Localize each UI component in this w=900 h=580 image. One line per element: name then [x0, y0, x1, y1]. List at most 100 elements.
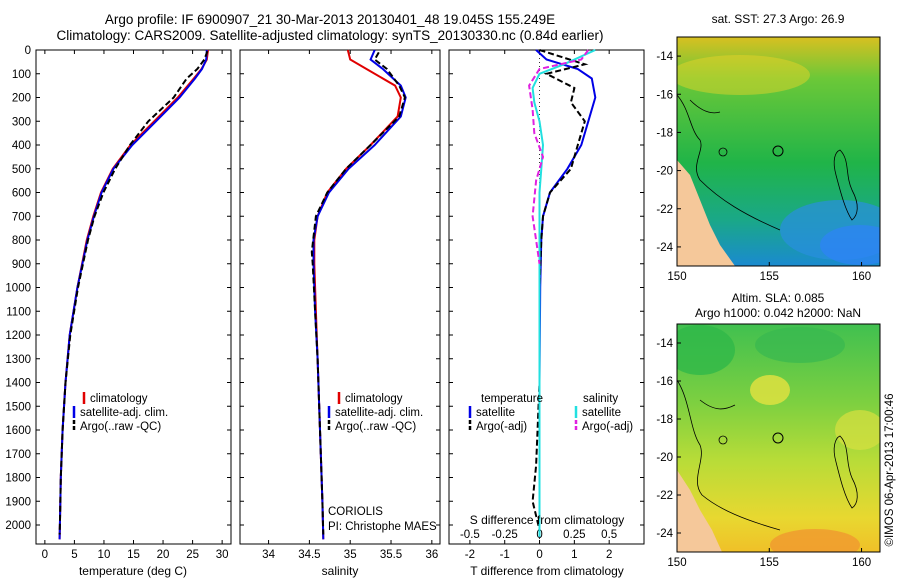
sst-map-frame — [676, 36, 881, 267]
x-tick-label: 36 — [425, 549, 438, 561]
argo-location-marker — [772, 145, 784, 157]
map-y-tick-label: -20 — [656, 166, 673, 178]
y-tick-label: 1100 — [6, 306, 31, 318]
legend-label-sal-satellite: satellite — [582, 407, 621, 419]
legend-label-climatology: climatology — [345, 393, 403, 405]
x-tick-label: -1 — [500, 549, 510, 561]
sla-high-patch — [750, 375, 790, 405]
s-difference-xlabel: S difference from climatology — [470, 513, 625, 527]
y-tick-label: 600 — [12, 188, 31, 200]
y-tick-label: 1000 — [5, 283, 31, 295]
sla-map-title-line2: Argo h1000: 0.042 h2000: NaN — [695, 306, 861, 320]
bathymetry-contour — [833, 149, 858, 221]
sst-map-title: sat. SST: 27.3 Argo: 26.9 — [712, 12, 845, 26]
y-tick-label: 1700 — [5, 449, 31, 461]
x2-tick-label: -0.25 — [492, 529, 518, 541]
bathymetry-contour — [718, 435, 728, 445]
salinity-profiles — [310, 49, 407, 540]
y-tick-label: 1600 — [5, 425, 31, 437]
coriolis-label: CORIOLIS — [328, 506, 383, 518]
bathymetry-contour — [677, 379, 781, 531]
x-tick-label: 34.5 — [298, 549, 320, 561]
argo-location-marker — [772, 432, 784, 444]
sla-map — [676, 323, 881, 553]
legend-label-argo: Argo(..raw -QC) — [80, 421, 161, 433]
y-tick-label: 1400 — [5, 378, 31, 390]
map-x-tick-label: 150 — [667, 557, 686, 569]
t-difference-xlabel: T difference from climatology — [470, 564, 624, 578]
map-y-tick-label: -22 — [656, 204, 673, 216]
sla-map-axes: 150 155 160 -14 -16 -18 -20 -22 -24 — [656, 338, 871, 569]
y-tick-label: 1500 — [5, 401, 31, 413]
series-line-argo-adj- — [528, 49, 590, 264]
x-tick-label: 25 — [186, 549, 199, 561]
legend-header-salinity: salinity — [583, 393, 618, 405]
figure-title-line1: Argo profile: IF 6900907_21 30-Mar-2013 … — [104, 12, 556, 27]
y-tick-label: 400 — [12, 140, 31, 152]
y-tick-label: 900 — [12, 259, 31, 271]
sla-low-patch — [677, 325, 735, 375]
sla-high-patch — [770, 529, 860, 552]
sst-map-axes: 150 155 160 -14 -16 -18 -20 -22 -24 — [656, 51, 871, 283]
sla-map-frame — [676, 323, 881, 553]
temperature-profiles — [58, 49, 209, 540]
salinity-axes: 34 34.5 35 35.5 36 — [240, 49, 440, 561]
sst-warm-patch — [677, 55, 810, 95]
temperature-plot-frame — [35, 49, 232, 545]
sla-high-patch — [835, 410, 880, 450]
series-line-climatology — [58, 49, 209, 540]
sla-map-title-line1: Altim. SLA: 0.085 — [732, 291, 825, 305]
x-tick-label: 35 — [344, 549, 357, 561]
map-y-tick-label: -18 — [656, 127, 673, 139]
y-tick-label: 1900 — [5, 496, 31, 508]
map-y-tick-label: -20 — [656, 452, 673, 464]
map-x-tick-label: 155 — [760, 557, 779, 569]
series-line-satellite-adj-clim- — [58, 49, 208, 540]
y-tick-label: 2000 — [5, 520, 31, 532]
map-y-tick-label: -18 — [656, 414, 673, 426]
x-tick-label: 20 — [157, 549, 170, 561]
sst-cool-patch — [820, 225, 880, 265]
x-tick-label: 15 — [127, 549, 140, 561]
map-y-tick-label: -22 — [656, 490, 673, 502]
legend-label-satellite: satellite-adj. clim. — [80, 407, 168, 419]
x2-tick-label: -0.5 — [460, 529, 480, 541]
series-line-satellite — [531, 49, 596, 537]
map-y-tick-label: -16 — [656, 89, 673, 101]
y-tick-label: 1300 — [5, 354, 31, 366]
legend-header-temperature: temperature — [481, 393, 543, 405]
y-tick-label: 1800 — [5, 473, 31, 485]
map-x-tick-label: 150 — [667, 271, 686, 283]
salinity-plot-frame — [239, 49, 441, 545]
x-tick-label: 30 — [216, 549, 229, 561]
x-tick-label: 5 — [71, 549, 77, 561]
y-tick-label: 1200 — [5, 330, 31, 342]
difference-axes: -2 -1 0 1 2-0.5 -0.25 0 0.25 0.5 — [449, 49, 644, 561]
imos-timestamp: ©IMOS 06-Apr-2013 17:00:46 — [884, 394, 896, 547]
legend-label-temp-satellite: satellite — [476, 407, 515, 419]
legend-label-sal-argo: Argo(-adj) — [582, 421, 633, 433]
difference-legend: temperature salinity satellite Argo(-adj… — [468, 393, 633, 433]
x-tick-label: -2 — [465, 549, 475, 561]
pi-label: PI: Christophe MAES — [328, 521, 437, 533]
y-tick-label: 500 — [12, 164, 31, 176]
series-line-argo-raw-qc- — [310, 51, 406, 535]
legend-label-satellite: satellite-adj. clim. — [335, 407, 423, 419]
y-tick-label: 100 — [12, 69, 31, 81]
series-line-argo-raw-qc- — [58, 50, 209, 535]
map-y-tick-label: -24 — [656, 242, 673, 254]
figure-title-line2: Climatology: CARS2009. Satellite-adjuste… — [56, 28, 604, 43]
y-tick-label: 700 — [12, 211, 31, 223]
legend-label-argo: Argo(..raw -QC) — [335, 421, 416, 433]
sla-low-patch — [755, 327, 845, 363]
x-tick-label: 35.5 — [380, 549, 402, 561]
salinity-xlabel: salinity — [322, 564, 359, 578]
bathymetry-contour — [677, 94, 781, 231]
difference-plot-frame — [448, 49, 645, 545]
x2-tick-label: 0.25 — [563, 529, 585, 541]
bathymetry-contour — [699, 399, 736, 410]
x-tick-label: 0 — [536, 549, 542, 561]
salinity-legend: climatology satellite-adj. clim. Argo(..… — [327, 392, 423, 433]
series-line-satellite — [535, 49, 597, 537]
